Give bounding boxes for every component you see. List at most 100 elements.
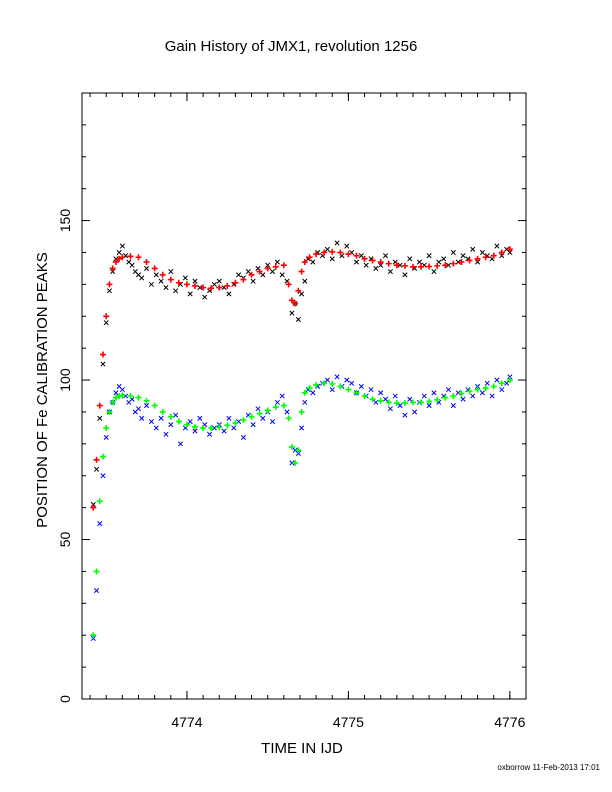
data-point <box>329 387 335 393</box>
y-tick-label: 50 <box>57 532 73 548</box>
y-axis-label: POSITION OF Fe CALIBRATION PEAKS <box>34 252 51 528</box>
data-point <box>248 271 255 278</box>
data-point <box>504 380 510 386</box>
data-point <box>260 415 266 421</box>
data-point <box>329 380 336 387</box>
data-point <box>337 383 344 390</box>
data-point <box>285 415 292 422</box>
data-point <box>93 588 100 594</box>
data-point <box>168 269 174 275</box>
data-point <box>240 276 247 283</box>
data-point <box>434 262 441 269</box>
data-point <box>292 459 299 466</box>
data-point <box>183 281 190 288</box>
data-point <box>148 281 154 287</box>
data-point <box>206 431 213 437</box>
axis-ticks <box>82 92 526 700</box>
data-point <box>442 394 449 401</box>
data-point <box>240 434 247 441</box>
data-point <box>224 282 231 289</box>
data-point <box>474 386 481 393</box>
series-fit-upper <box>90 246 513 511</box>
data-point <box>90 635 96 641</box>
data-point <box>250 422 256 428</box>
data-point <box>455 259 461 265</box>
data-point <box>295 447 302 454</box>
data-point <box>298 408 305 415</box>
data-point <box>167 276 174 283</box>
data-point <box>226 415 232 421</box>
data-point <box>208 285 215 292</box>
chart-title: Gain History of JMX1, revolution 1256 <box>165 38 418 55</box>
data-point <box>99 351 106 358</box>
data-point <box>345 386 352 393</box>
data-point <box>426 263 433 270</box>
footer-stamp: oxborrow 11-Feb-2013 17:01 <box>497 763 600 772</box>
data-point <box>177 441 184 447</box>
data-point <box>412 409 418 415</box>
data-point <box>245 269 251 275</box>
data-point <box>466 388 473 395</box>
data-point <box>460 253 466 259</box>
data-point <box>385 260 392 267</box>
data-point <box>163 431 169 437</box>
data-point <box>373 265 379 271</box>
data-point <box>96 498 103 505</box>
data-point <box>385 399 392 406</box>
data-point <box>321 249 328 256</box>
data-point <box>310 390 316 396</box>
data-point <box>363 262 369 268</box>
data-point <box>97 521 103 527</box>
data-point <box>409 263 416 270</box>
data-point <box>175 418 182 425</box>
data-point <box>313 381 320 388</box>
data-point <box>353 389 360 396</box>
data-point <box>431 269 437 275</box>
data-point <box>361 255 368 262</box>
data-point <box>458 259 465 266</box>
data-point <box>470 393 476 399</box>
data-point <box>334 240 340 246</box>
data-point <box>306 385 313 392</box>
data-point <box>109 265 116 272</box>
data-point <box>274 399 280 405</box>
data-point <box>274 259 280 265</box>
data-point <box>337 249 344 256</box>
data-point <box>298 268 305 275</box>
data-point <box>256 410 263 417</box>
data-point <box>302 278 308 284</box>
data-point <box>479 390 485 396</box>
data-point <box>494 243 500 249</box>
data-point <box>418 263 425 270</box>
data-point <box>397 262 403 268</box>
data-point <box>119 392 126 399</box>
data-point <box>292 300 299 307</box>
data-point <box>90 632 97 639</box>
data-point <box>344 243 350 249</box>
data-point <box>119 243 125 249</box>
data-point <box>329 256 335 262</box>
data-point <box>159 408 166 415</box>
data-point <box>167 413 174 420</box>
data-point <box>280 402 287 409</box>
data-point <box>192 278 198 284</box>
x-tick-label: 4774 <box>171 714 202 730</box>
data-point <box>295 450 301 456</box>
data-point <box>382 396 389 402</box>
data-point <box>378 262 384 268</box>
data-point <box>112 394 119 401</box>
data-point <box>310 259 316 265</box>
data-point <box>240 416 247 423</box>
data-point <box>498 380 505 387</box>
data-point <box>236 272 242 278</box>
data-point <box>401 400 408 407</box>
data-point <box>256 268 263 275</box>
data-point <box>200 284 207 291</box>
data-point <box>197 415 203 421</box>
data-point <box>353 259 360 265</box>
data-point <box>441 256 447 262</box>
data-point <box>353 252 360 259</box>
data-point <box>123 393 129 399</box>
data-point <box>368 387 374 393</box>
